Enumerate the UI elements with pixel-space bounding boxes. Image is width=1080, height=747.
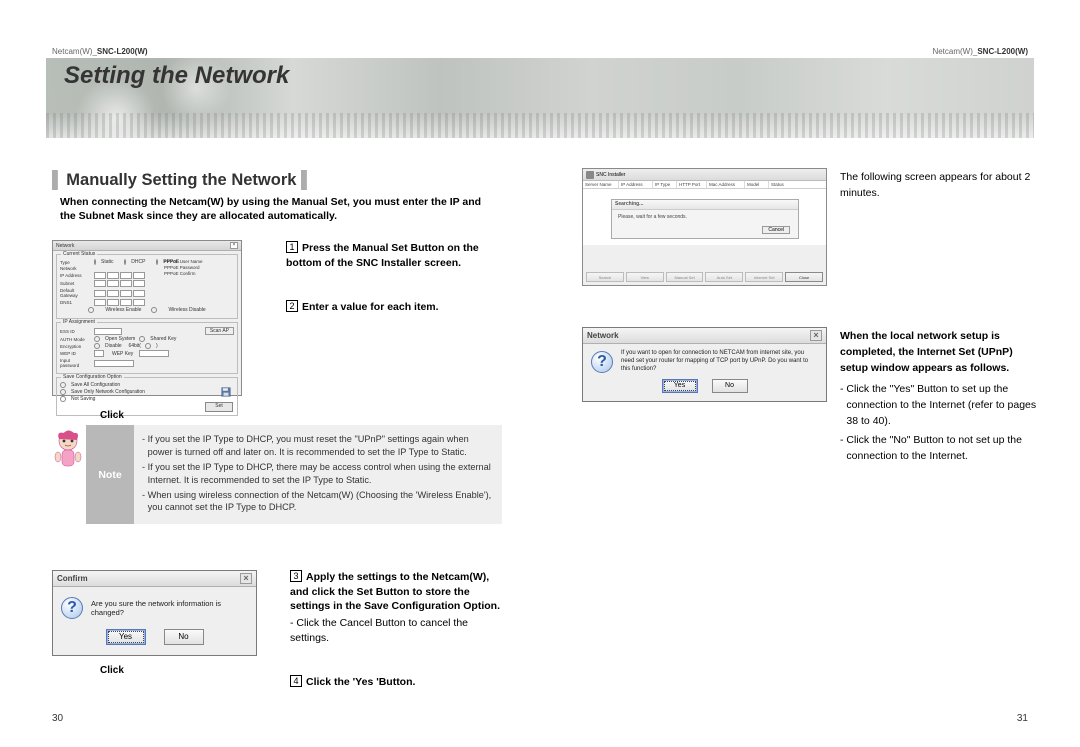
click-label: Click — [100, 410, 124, 421]
question-icon: ? — [591, 351, 613, 373]
search-button[interactable]: Search — [586, 272, 624, 282]
confirm-dialog: Confirm × ? Are you sure the network info… — [52, 570, 257, 656]
banner: Setting the Network — [46, 58, 1034, 138]
click-label: Click — [100, 665, 124, 676]
close-button[interactable]: Close — [785, 272, 823, 282]
cancel-button[interactable]: Cancel — [762, 226, 790, 234]
step-4: 4Click the 'Yes 'Button. — [290, 675, 510, 690]
note-label: Note — [86, 425, 134, 524]
page-header-right: Netcam(W)_SNC-L200(W) — [932, 47, 1028, 56]
note-box: Note If you set the IP Type to DHCP, you… — [52, 425, 502, 524]
question-icon: ? — [61, 597, 83, 619]
installer-screenshot: SNC Installer Server Name IP Address IP … — [582, 168, 827, 286]
right-text-1: The following screen appears for about 2… — [840, 170, 1035, 202]
banner-title: Setting the Network — [64, 62, 289, 90]
note-mascot-icon — [52, 425, 86, 524]
right-list: Click the "Yes" Button to set up the con… — [840, 382, 1040, 469]
manual-set-button[interactable]: Manual Set — [666, 272, 704, 282]
page-header-left: Netcam(W)_SNC-L200(W) — [52, 47, 148, 56]
upnp-title: Network — [587, 331, 619, 340]
no-button[interactable]: No — [712, 379, 748, 393]
set-button[interactable]: Set — [205, 402, 233, 412]
network-settings-screenshot: Network× Current Status PPPoE User Name … — [52, 240, 242, 396]
searching-dialog: Searching... Please, wait for a few seco… — [611, 199, 799, 239]
yes-button[interactable]: Yes — [106, 629, 146, 645]
app-icon — [586, 171, 594, 179]
page-number-left: 30 — [52, 713, 63, 724]
section-intro: When connecting the Netcam(W) by using t… — [60, 195, 490, 223]
yes-button[interactable]: Yes — [662, 379, 698, 393]
note-body: If you set the IP Type to DHCP, you must… — [134, 425, 502, 524]
upnp-message: If you want to open for connection to NE… — [621, 350, 818, 373]
upnp-dialog: Network × ? If you want to open for conne… — [582, 327, 827, 402]
no-button[interactable]: No — [164, 629, 204, 645]
close-icon[interactable]: × — [240, 573, 252, 584]
auto-set-button[interactable]: Auto Set — [705, 272, 743, 282]
confirm-message: Are you sure the network information is … — [91, 599, 248, 617]
close-icon: × — [230, 242, 238, 249]
disk-icon — [220, 387, 232, 397]
step-2: 2Enter a value for each item. — [286, 300, 506, 315]
close-icon[interactable]: × — [810, 330, 822, 341]
step-1: 1Press the Manual Set Button on the bott… — [286, 241, 506, 270]
confirm-title: Confirm — [57, 574, 88, 583]
section-title: ▌ Manually Setting the Network ▌ — [52, 171, 311, 190]
internet-set-button[interactable]: Internet Set — [745, 272, 783, 282]
view-button[interactable]: View — [626, 272, 664, 282]
page-number-right: 31 — [1017, 713, 1028, 724]
step-3: 3Apply the settings to the Netcam(W), an… — [290, 570, 510, 645]
right-text-2: When the local network setup is complete… — [840, 329, 1040, 376]
